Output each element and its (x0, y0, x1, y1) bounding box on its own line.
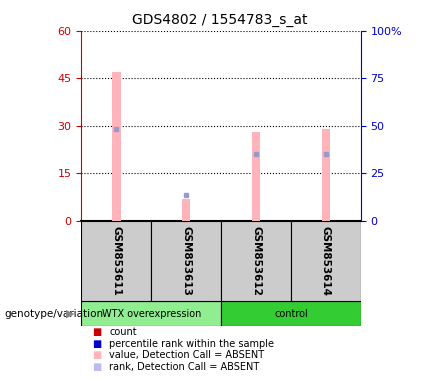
Bar (182, 199, 191, 221)
Text: ■: ■ (92, 327, 102, 337)
Text: ■: ■ (92, 350, 102, 360)
Text: GSM853611: GSM853611 (111, 226, 121, 296)
Text: GSM853614: GSM853614 (321, 226, 331, 296)
Bar (221, 221, 291, 301)
Bar (291, 221, 361, 301)
Bar (151, 221, 221, 301)
Bar (221, 301, 361, 326)
Bar (81, 301, 221, 326)
Text: WTX overexpression: WTX overexpression (102, 309, 201, 319)
Bar (81, 221, 151, 301)
Text: ■: ■ (92, 339, 102, 349)
Text: GDS4802 / 1554783_s_at: GDS4802 / 1554783_s_at (132, 13, 308, 27)
Text: control: control (274, 309, 308, 319)
Bar (252, 132, 260, 221)
Text: rank, Detection Call = ABSENT: rank, Detection Call = ABSENT (109, 362, 259, 372)
Text: GSM853613: GSM853613 (181, 226, 191, 296)
Text: ■: ■ (92, 362, 102, 372)
Text: genotype/variation: genotype/variation (4, 309, 103, 319)
Text: percentile rank within the sample: percentile rank within the sample (109, 339, 274, 349)
Text: ▶: ▶ (66, 309, 75, 319)
Text: value, Detection Call = ABSENT: value, Detection Call = ABSENT (109, 350, 264, 360)
Text: count: count (109, 327, 137, 337)
Bar (322, 129, 330, 221)
Text: GSM853612: GSM853612 (251, 226, 261, 296)
Bar (112, 72, 121, 221)
